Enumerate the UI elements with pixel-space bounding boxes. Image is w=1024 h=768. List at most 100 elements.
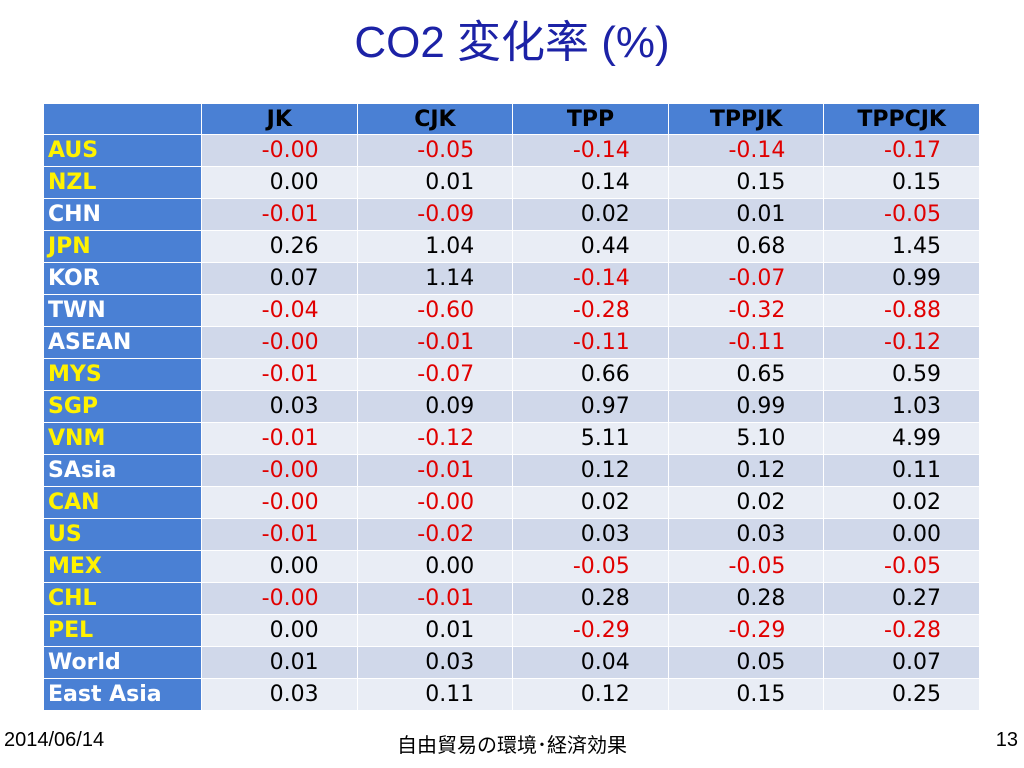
value-cell: -0.00: [201, 454, 358, 487]
table-row: CHL -0.00 -0.01 0.28 0.28 0.27: [43, 582, 980, 615]
value-cell: 0.00: [201, 550, 358, 583]
row-label: TWN: [43, 294, 202, 327]
table-row: MYS -0.01 -0.07 0.66 0.65 0.59: [43, 358, 980, 391]
value-cell: 0.15: [823, 166, 980, 199]
table-body: AUS -0.00 -0.05 -0.14 -0.14 -0.17 NZL 0.00 0.01 0…: [43, 134, 980, 711]
value-cell: -0.05: [356, 134, 514, 167]
corner-cell: [43, 103, 202, 135]
value-cell: 0.04: [512, 646, 669, 679]
value-cell: 0.12: [667, 454, 825, 487]
value-cell: 0.00: [823, 518, 980, 551]
column-header: TPPCJK: [823, 103, 980, 135]
value-cell: -0.00: [201, 486, 358, 519]
value-cell: 1.03: [823, 390, 980, 423]
value-cell: 1.45: [823, 230, 980, 263]
table-row: TWN -0.04 -0.60 -0.28 -0.32 -0.88: [43, 294, 980, 327]
value-cell: 0.26: [201, 230, 358, 263]
value-cell: 1.14: [356, 262, 514, 295]
column-header: TPP: [512, 103, 669, 135]
value-cell: -0.01: [356, 326, 514, 359]
row-label: AUS: [43, 134, 202, 167]
value-cell: 0.01: [356, 614, 514, 647]
row-label: CHL: [43, 582, 202, 615]
value-cell: -0.11: [512, 326, 669, 359]
value-cell: -0.07: [667, 262, 825, 295]
value-cell: 0.03: [356, 646, 514, 679]
value-cell: 0.00: [201, 614, 358, 647]
value-cell: 0.59: [823, 358, 980, 391]
table-row: CAN -0.00 -0.00 0.02 0.02 0.02: [43, 486, 980, 519]
value-cell: -0.05: [512, 550, 669, 583]
row-label: CAN: [43, 486, 202, 519]
value-cell: -0.29: [512, 614, 669, 647]
value-cell: 0.09: [356, 390, 514, 423]
row-label: US: [43, 518, 202, 551]
value-cell: 0.01: [356, 166, 514, 199]
table-row: SGP 0.03 0.09 0.97 0.99 1.03: [43, 390, 980, 423]
column-header: JK: [201, 103, 358, 135]
value-cell: 0.25: [823, 678, 980, 711]
value-cell: 0.01: [667, 198, 825, 231]
value-cell: 0.11: [356, 678, 514, 711]
table-row: PEL 0.00 0.01 -0.29 -0.29 -0.28: [43, 614, 980, 647]
value-cell: 0.03: [512, 518, 669, 551]
value-cell: -0.12: [356, 422, 514, 455]
value-cell: -0.11: [667, 326, 825, 359]
co2-change-table: JK CJK TPP TPPJK TPPCJK AUS -0.00 -0.05 -0.…: [43, 103, 980, 711]
value-cell: -0.29: [667, 614, 825, 647]
value-cell: 0.68: [667, 230, 825, 263]
value-cell: 0.15: [667, 678, 825, 711]
table-row: VNM -0.01 -0.12 5.11 5.10 4.99: [43, 422, 980, 455]
value-cell: 0.97: [512, 390, 669, 423]
value-cell: 0.66: [512, 358, 669, 391]
row-label: ASEAN: [43, 326, 202, 359]
value-cell: -0.14: [512, 134, 669, 167]
table-row: MEX 0.00 0.00 -0.05 -0.05 -0.05: [43, 550, 980, 583]
value-cell: 0.02: [667, 486, 825, 519]
value-cell: -0.05: [823, 198, 980, 231]
row-label: MYS: [43, 358, 202, 391]
value-cell: -0.01: [201, 518, 358, 551]
value-cell: 0.65: [667, 358, 825, 391]
row-label: CHN: [43, 198, 202, 231]
value-cell: 0.99: [823, 262, 980, 295]
value-cell: 0.28: [512, 582, 669, 615]
footer-date: 2014/06/14: [4, 729, 105, 751]
value-cell: -0.04: [201, 294, 358, 327]
value-cell: -0.60: [356, 294, 514, 327]
value-cell: -0.00: [201, 134, 358, 167]
value-cell: -0.09: [356, 198, 514, 231]
value-cell: 1.04: [356, 230, 514, 263]
footer-title: 自由貿易の環境･経済効果: [397, 735, 627, 757]
value-cell: 0.12: [512, 678, 669, 711]
table-row: East Asia 0.03 0.11 0.12 0.15 0.25: [43, 678, 980, 711]
row-label: East Asia: [43, 678, 202, 711]
value-cell: 0.02: [512, 198, 669, 231]
value-cell: 0.99: [667, 390, 825, 423]
value-cell: 5.11: [512, 422, 669, 455]
column-header: CJK: [356, 103, 514, 135]
row-label: VNM: [43, 422, 202, 455]
value-cell: 0.03: [201, 390, 358, 423]
value-cell: 0.44: [512, 230, 669, 263]
value-cell: 0.01: [201, 646, 358, 679]
value-cell: -0.28: [512, 294, 669, 327]
value-cell: 0.02: [512, 486, 669, 519]
row-label: NZL: [43, 166, 202, 199]
row-label: World: [43, 646, 202, 679]
value-cell: -0.17: [823, 134, 980, 167]
value-cell: -0.00: [201, 582, 358, 615]
column-header: TPPJK: [667, 103, 825, 135]
table-row: ASEAN -0.00 -0.01 -0.11 -0.11 -0.12: [43, 326, 980, 359]
table-row: US -0.01 -0.02 0.03 0.03 0.00: [43, 518, 980, 551]
table-row: AUS -0.00 -0.05 -0.14 -0.14 -0.17: [43, 134, 980, 167]
co2-table-container: JK CJK TPP TPPJK TPPCJK AUS -0.00 -0.05 -0.…: [43, 103, 980, 711]
value-cell: -0.02: [356, 518, 514, 551]
value-cell: 0.00: [201, 166, 358, 199]
value-cell: 0.03: [667, 518, 825, 551]
table-header: JK CJK TPP TPPJK TPPCJK: [43, 103, 980, 135]
value-cell: 0.02: [823, 486, 980, 519]
value-cell: -0.32: [667, 294, 825, 327]
table-row: World 0.01 0.03 0.04 0.05 0.07: [43, 646, 980, 679]
